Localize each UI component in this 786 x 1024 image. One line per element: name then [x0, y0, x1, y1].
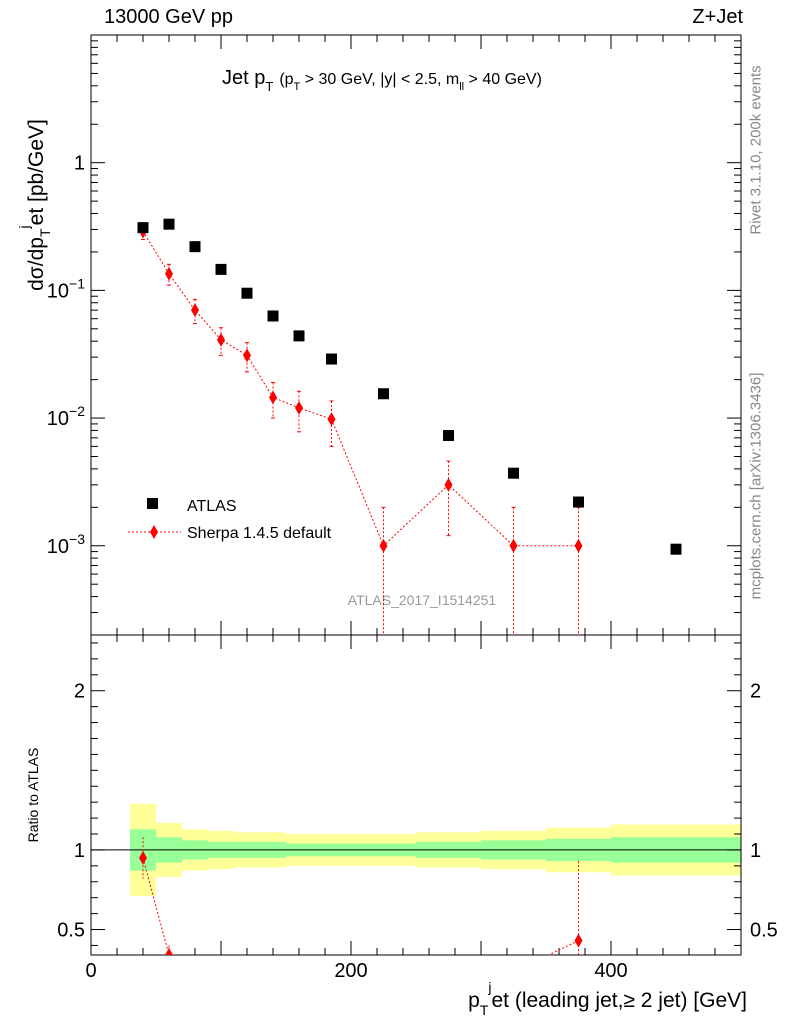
sherpa-point: [165, 266, 173, 281]
x-tick-label: 400: [594, 960, 627, 982]
x-tick-label: 200: [334, 960, 367, 982]
header-channel: Z+Jet: [692, 6, 743, 28]
y-tick-label-1e-2: 10−2: [47, 403, 85, 430]
ratio-y-tick-label: 0.5: [57, 920, 85, 942]
legend-atlas-marker: [147, 498, 158, 509]
sherpa-ratio-point: [139, 850, 147, 865]
ratio-plot-frame: [90, 634, 742, 956]
ratio-y-tick-labels: 0.5 0.5 1 1 2 2: [57, 681, 778, 942]
sherpa-ratio-series: [139, 837, 583, 955]
legend-sherpa-label: Sherpa 1.4.5 default: [187, 525, 332, 542]
x-tick-label: 0: [85, 960, 96, 982]
sherpa-point: [444, 477, 453, 492]
sherpa-point: [327, 412, 336, 427]
x-axis-label: pTjet (leading jet,≥ 2 jet) [GeV]: [468, 979, 747, 1018]
sherpa-point: [217, 332, 225, 347]
legend-atlas-label: ATLAS: [187, 498, 237, 515]
atlas-point: [326, 353, 337, 365]
ratio-y-tick-label: 0.5: [750, 920, 778, 942]
analysis-id-label: ATLAS_2017_I1514251: [348, 592, 497, 608]
main-y-tick-labels: 1 10−1 10−2 10−3: [47, 153, 85, 558]
ratio-y-tick-label: 2: [74, 681, 85, 703]
sherpa-point: [243, 348, 251, 363]
atlas-point: [293, 330, 305, 342]
sherpa-point: [295, 400, 303, 415]
atlas-point: [573, 496, 584, 508]
sherpa-point: [509, 538, 518, 553]
atlas-point: [443, 430, 454, 442]
sherpa-point: [574, 538, 583, 553]
sherpa-ratio-line: [548, 940, 579, 955]
main-y-axis-label: dσ/dpTjet [pb/GeV]: [16, 119, 53, 291]
sherpa-point: [379, 538, 388, 553]
main-plot-frame: [90, 34, 742, 636]
atlas-point: [508, 467, 519, 479]
header-process: 13000 GeV pp: [104, 6, 233, 28]
sherpa-ratio-point: [574, 933, 583, 948]
legend-sherpa-marker: [150, 525, 158, 539]
atlas-point: [137, 222, 149, 234]
y-tick-label-1e-1: 10−1: [47, 275, 85, 302]
atlas-point: [267, 310, 279, 322]
ratio-y-tick-label: 1: [74, 840, 85, 862]
atlas-point: [670, 543, 682, 555]
y-tick-label-1e-3: 10−3: [47, 531, 85, 558]
sherpa-point: [191, 303, 199, 318]
sherpa-ratio-point: [165, 948, 173, 955]
atlas-point: [378, 388, 389, 400]
main-axis-ticks: [90, 34, 742, 636]
atlas-series: [137, 218, 682, 555]
ratio-y-tick-label: 1: [750, 840, 761, 862]
legend: ATLAS Sherpa 1.4.5 default: [128, 498, 332, 542]
x-tick-labels: 0 200 400: [85, 960, 627, 982]
ratio-y-axis-label: Ratio to ATLAS: [25, 748, 41, 843]
atlas-point: [163, 218, 175, 230]
atlas-point: [189, 241, 201, 253]
sherpa-series: [139, 223, 583, 635]
sherpa-ratio-line: [142, 857, 170, 955]
y-tick-label-1: 1: [74, 153, 85, 175]
plot-title: Jet pT (pT > 30 GeV, |y| < 2.5, mll > 40 …: [222, 67, 542, 94]
atlas-point: [215, 263, 227, 275]
sherpa-point: [269, 390, 277, 405]
ratio-y-tick-label: 2: [750, 681, 761, 703]
atlas-point: [241, 287, 253, 299]
ratio-axis-ticks: [90, 635, 742, 955]
sherpa-line: [142, 231, 579, 547]
